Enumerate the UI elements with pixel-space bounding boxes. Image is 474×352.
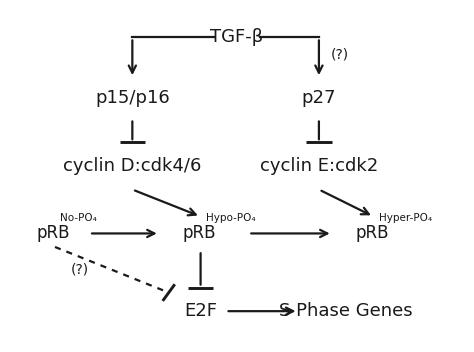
Text: p27: p27 [301, 89, 336, 107]
Text: E2F: E2F [184, 302, 217, 320]
Text: pRB: pRB [356, 225, 389, 243]
Text: TGF-β: TGF-β [210, 29, 264, 46]
Text: p15/p16: p15/p16 [95, 89, 170, 107]
Text: pRB: pRB [37, 225, 70, 243]
Text: Hyper-PO₄: Hyper-PO₄ [379, 213, 432, 222]
Text: Hypo-PO₄: Hypo-PO₄ [206, 213, 255, 222]
Text: cyclin E:cdk2: cyclin E:cdk2 [260, 157, 378, 175]
Text: (?): (?) [330, 48, 348, 62]
Text: No-PO₄: No-PO₄ [61, 213, 97, 222]
Text: cyclin D:cdk4/6: cyclin D:cdk4/6 [63, 157, 201, 175]
Text: S Phase Genes: S Phase Genes [279, 302, 413, 320]
Text: (?): (?) [71, 263, 89, 277]
Text: pRB: pRB [182, 225, 216, 243]
